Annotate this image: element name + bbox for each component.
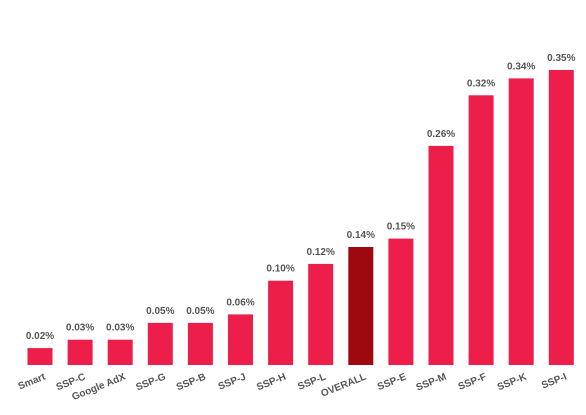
value-label: 0.02% [26,331,54,342]
category-label: SSP-B [175,372,207,394]
bar-ssp-m [428,145,454,365]
bar-google-adx [107,339,133,365]
category-label: SSP-E [376,371,408,393]
bar-ssp-i [548,70,574,365]
category-label: SSP-G [134,372,167,394]
category-label: SSP-F [457,372,488,393]
bar-ssp-k [508,78,534,366]
value-label: 0.35% [547,53,575,64]
bars-group [27,70,574,366]
bar-overall [348,247,374,365]
value-label: 0.06% [226,297,254,308]
value-label: 0.14% [347,230,375,241]
category-label: SSP-I [540,372,569,392]
bar-smart [27,348,53,365]
category-label: OVERALL [320,372,368,400]
value-label: 0.05% [186,306,214,317]
category-label: Smart [17,371,48,392]
bar-ssp-e [388,238,414,365]
value-label: 0.03% [106,323,134,334]
category-label: SSP-J [217,372,248,393]
category-label: SSP-K [496,371,529,393]
value-label: 0.05% [146,306,174,317]
category-label: SSP-M [415,372,448,394]
value-labels-group: 0.02% 0.03% 0.03% 0.05% 0.05% 0.06% 0.10% 0.12%… [26,53,576,342]
value-label: 0.03% [66,323,94,334]
value-label: 0.10% [266,264,294,275]
value-label: 0.34% [507,61,535,72]
category-label: SSP-H [255,372,287,394]
bar-ssp-b [187,322,213,365]
bar-ssp-j [228,314,253,365]
bar-ssp-g [147,322,173,365]
bar-ssp-f [468,95,494,366]
bar-ssp-c [67,339,93,365]
bar-ssp-l [308,263,334,365]
bar-ssp-h [268,280,294,365]
value-label: 0.12% [307,247,335,258]
value-label: 0.15% [387,222,415,233]
value-label: 0.32% [467,78,495,89]
value-label: 0.26% [427,129,455,140]
